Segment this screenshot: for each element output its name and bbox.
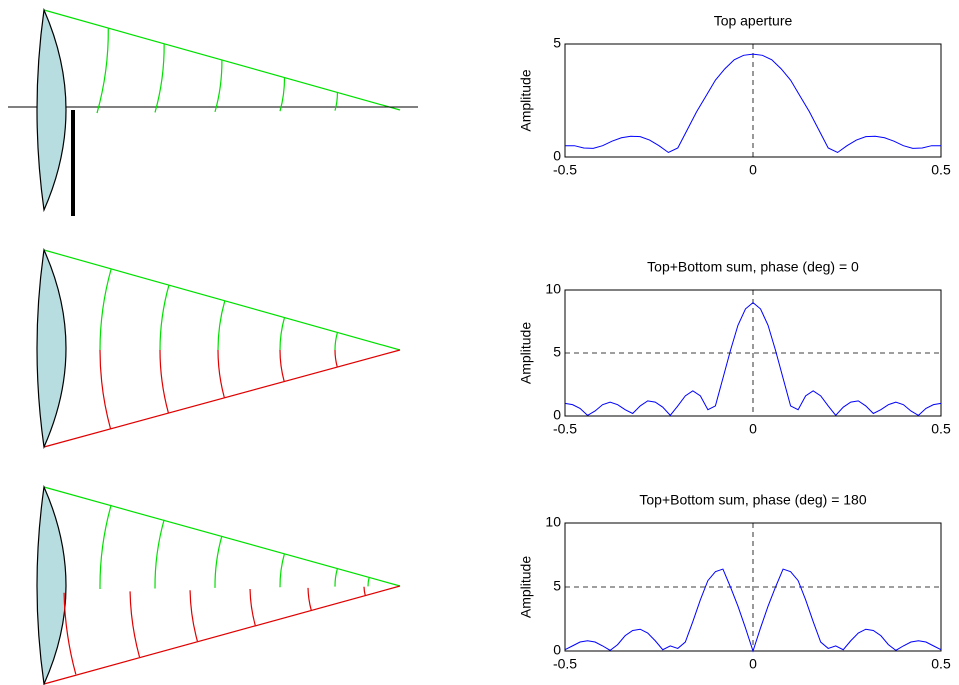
wavefront [154,519,165,589]
x-tick-label: -0.5 [553,656,577,672]
y-tick-label: 10 [545,514,561,530]
y-tick-label: 0 [553,148,561,164]
y-tick-label: 5 [553,578,561,594]
wavefront [334,568,339,587]
wavefront [334,349,338,368]
x-tick-label: 0.5 [931,421,951,437]
wavefront [279,349,285,382]
wavefront [99,504,112,590]
y-tick-label: 0 [553,407,561,423]
wavefront [214,59,223,113]
lens [36,484,67,685]
x-tick-label: 0.5 [931,656,951,672]
bottom-ray [43,585,401,685]
wavefront [129,591,141,658]
y-axis-label: Amplitude [518,69,534,131]
aperture-diagram [8,7,418,216]
wavefront [99,349,112,430]
axes-box [564,43,942,158]
y-tick-label: 0 [553,642,561,658]
wavefront [363,586,366,596]
lens [36,7,67,213]
chart-title: Top aperture [714,13,793,29]
bottom-ray [43,349,401,448]
y-tick-label: 5 [553,35,561,51]
wavefront [214,535,223,588]
wavefront [217,300,226,351]
line-series [565,53,941,154]
wavefront [279,553,286,588]
wavefront [189,590,198,642]
x-tick-label: -0.5 [553,421,577,437]
wavefront [334,92,339,111]
wavefront [154,43,165,113]
axes-box [564,289,942,417]
wavefront [63,592,77,675]
line-series [564,301,942,417]
y-axis-label: Amplitude [518,322,534,384]
wavefront [159,284,170,351]
top-ray [43,249,401,351]
wavefront [279,77,286,112]
x-tick-label: 0 [749,656,757,672]
wavefront [334,332,339,351]
x-tick-label: 0.5 [931,162,951,178]
aperture-diagram [36,247,401,450]
x-tick-label: 0 [749,162,757,178]
chart-title: Top+Bottom sum, phase (deg) = 180 [639,492,866,508]
wavefront [159,349,170,414]
x-tick-label: 0 [749,421,757,437]
aperture-diagram [36,484,401,685]
y-tick-label: 10 [545,281,561,297]
wavefront [99,268,112,351]
y-axis-label: Amplitude [518,556,534,618]
chart-title: Top+Bottom sum, phase (deg) = 0 [647,259,859,275]
wavefront [249,588,256,626]
wavefront [307,587,312,611]
wavefront [367,577,370,587]
line-series [564,568,942,653]
wavefront [96,28,109,114]
lens [36,247,67,450]
wavefront [279,317,286,351]
y-tick-label: 5 [553,344,561,360]
wavefront [217,349,225,399]
x-tick-label: -0.5 [553,162,577,178]
